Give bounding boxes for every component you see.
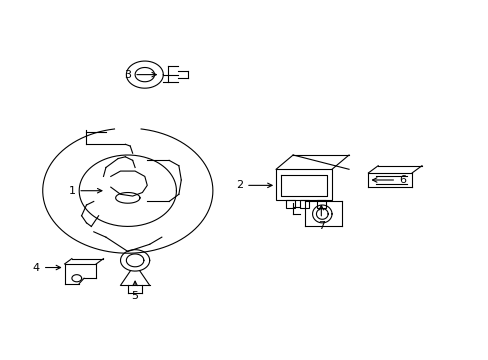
Text: 2: 2: [236, 180, 271, 190]
Text: 1: 1: [68, 186, 102, 196]
Text: 6: 6: [372, 175, 405, 185]
Text: 7: 7: [317, 206, 324, 231]
Text: 3: 3: [124, 69, 156, 80]
Text: 4: 4: [33, 262, 61, 273]
Text: 5: 5: [131, 281, 138, 301]
